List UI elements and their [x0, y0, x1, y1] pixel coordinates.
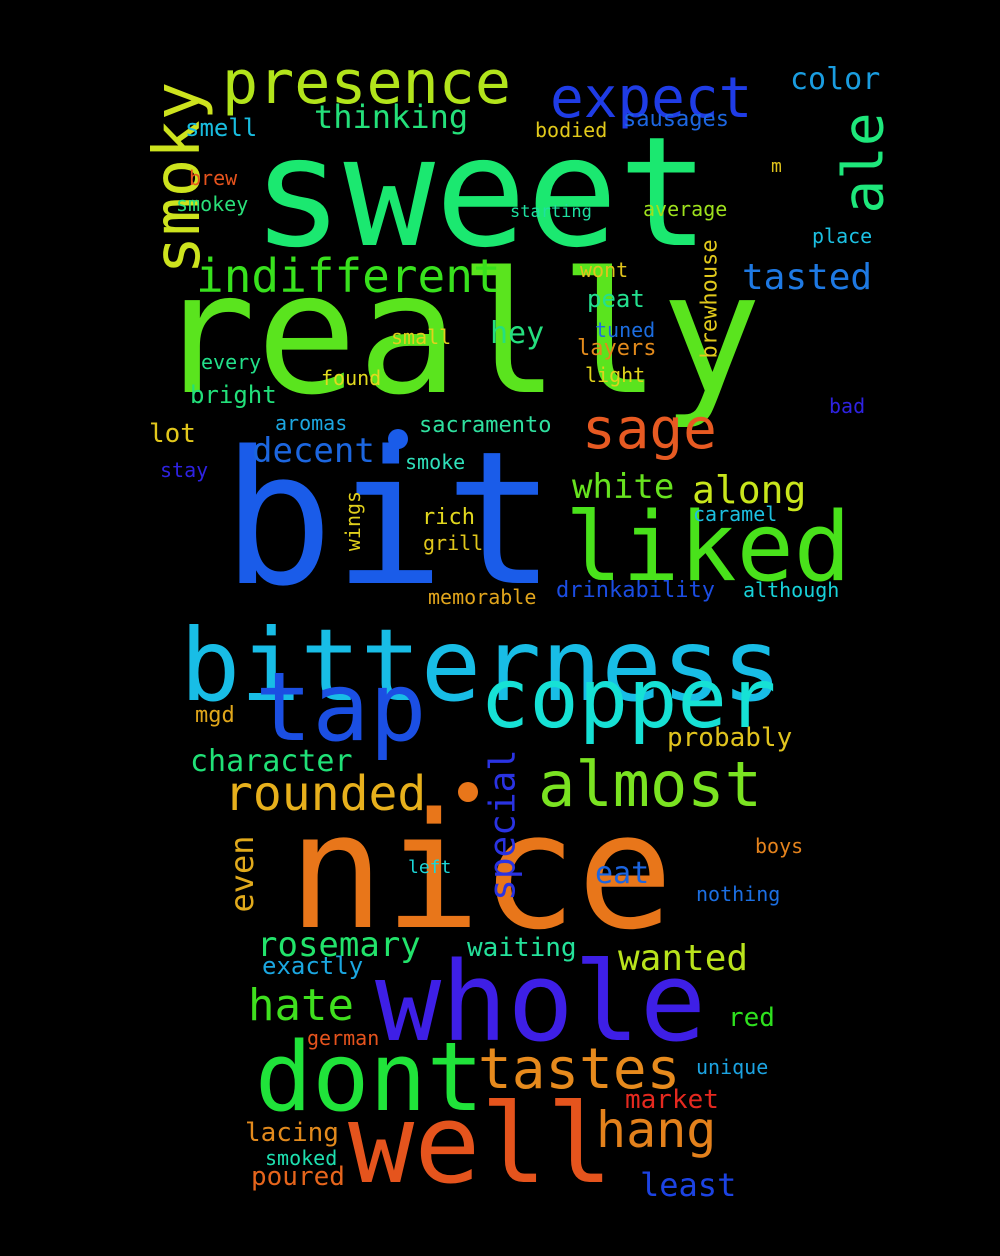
- word-hang: hang: [596, 1101, 716, 1159]
- word-market: market: [625, 1085, 719, 1115]
- word-grill: grill: [423, 531, 483, 555]
- word-m: m: [771, 156, 782, 177]
- word-rounded: rounded: [224, 766, 426, 822]
- word-smoky: smoky: [141, 82, 215, 275]
- word-well: well: [348, 1080, 613, 1208]
- word-whole: whole: [375, 938, 706, 1066]
- word-bodied: bodied: [535, 118, 607, 142]
- word-found: found: [321, 366, 381, 390]
- word-lot: lot: [149, 419, 196, 449]
- word-brew: brew: [189, 166, 238, 190]
- word-german: german: [307, 1026, 379, 1050]
- word-tap: tap: [255, 653, 427, 763]
- word-although: although: [743, 578, 839, 602]
- word-small: small: [391, 325, 451, 349]
- word-red: red: [728, 1003, 775, 1033]
- word-sweet: sweet: [252, 104, 710, 281]
- word-liked: liked: [565, 493, 851, 603]
- word-bit: bit: [222, 411, 556, 627]
- word-sausages: sausages: [623, 107, 729, 132]
- word-exactly: exactly: [262, 952, 363, 980]
- word-smoked: smoked: [265, 1146, 337, 1170]
- word-hate: hate: [248, 980, 354, 1031]
- word-average: average: [643, 197, 727, 221]
- word-brewhouse: brewhouse: [698, 239, 723, 358]
- word-rich: rich: [422, 505, 475, 530]
- word-presence: presence: [222, 48, 511, 118]
- word-boys: boys: [755, 834, 803, 858]
- word-dont: dont: [255, 1023, 484, 1133]
- word-stay: stay: [160, 458, 208, 482]
- word-almost: almost: [538, 748, 762, 821]
- word-every: every: [201, 350, 261, 374]
- word-ale: ale: [832, 112, 897, 213]
- dot-mark: [458, 782, 478, 802]
- word-peat: peat: [587, 285, 645, 313]
- word-poured: poured: [251, 1162, 345, 1192]
- word-mgd: mgd: [195, 703, 235, 728]
- word-least: least: [640, 1166, 736, 1204]
- word-smokey: smokey: [176, 192, 248, 216]
- word-color: color: [790, 62, 880, 97]
- word-waiting: waiting: [467, 933, 577, 963]
- word-wont: wont: [580, 258, 628, 282]
- word-decent: decent: [252, 431, 375, 471]
- word-copper: copper: [480, 652, 776, 747]
- word-even: even: [223, 835, 261, 912]
- word-place: place: [812, 224, 872, 248]
- word-wings: wings: [341, 491, 365, 551]
- word-hey: hey: [490, 316, 544, 351]
- word-rosemary: rosemary: [257, 925, 421, 965]
- word-indifferent: indifferent: [196, 249, 501, 303]
- word-really: really: [155, 236, 762, 432]
- word-memorable: memorable: [428, 585, 536, 609]
- word-tasted: tasted: [742, 257, 872, 298]
- word-eat: eat: [595, 856, 649, 891]
- word-white: white: [572, 467, 674, 507]
- word-sage: sage: [582, 397, 717, 462]
- word-wanted: wanted: [618, 938, 748, 979]
- word-tuned: tuned: [595, 318, 655, 342]
- word-expect: expect: [550, 66, 752, 131]
- word-probably: probably: [667, 723, 792, 753]
- word-bad: bad: [829, 394, 865, 418]
- word-nice: nice: [288, 778, 673, 965]
- word-smoke: smoke: [405, 450, 465, 474]
- word-left: left: [408, 857, 451, 878]
- word-bitterness: bitterness: [180, 607, 782, 724]
- word-sacramento: sacramento: [419, 413, 551, 438]
- word-tastes: tastes: [478, 1037, 680, 1102]
- word-character: character: [190, 744, 353, 779]
- word-bright: bright: [190, 381, 277, 409]
- word-smell: smell: [185, 114, 257, 142]
- word-layers: layers: [577, 336, 656, 361]
- word-nothing: nothing: [696, 882, 780, 906]
- word-thinking: thinking: [314, 98, 468, 136]
- word-special: special: [483, 749, 524, 901]
- dot-mark: [388, 429, 408, 449]
- word-unique: unique: [696, 1055, 768, 1079]
- word-aromas: aromas: [275, 411, 347, 435]
- word-caramel: caramel: [693, 502, 777, 526]
- word-light: light: [585, 363, 645, 387]
- word-starting: starting: [510, 202, 592, 222]
- word-lacing: lacing: [245, 1118, 339, 1148]
- word-along: along: [692, 468, 806, 512]
- word-drinkability: drinkability: [556, 578, 715, 603]
